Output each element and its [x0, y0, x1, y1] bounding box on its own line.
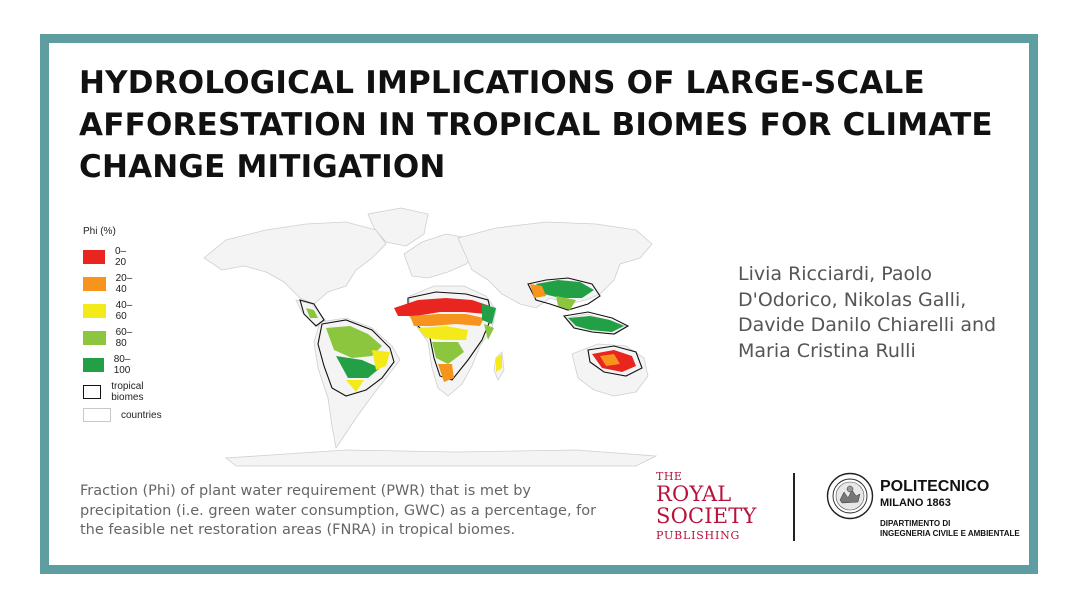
legend-label: 0–20 [115, 246, 127, 268]
legend-label: countries [121, 409, 162, 421]
author-list: Livia Ricciardi, Paolo D'Odorico, Nikola… [738, 262, 1008, 364]
caption-line: the feasible net restoration areas (FNRA… [80, 522, 516, 538]
legend-title: Phi (%) [83, 226, 116, 237]
author-line: Livia Ricciardi, Paolo [738, 263, 933, 285]
legend-label: 80–100 [113, 354, 131, 376]
legend-swatch [83, 304, 106, 318]
legend-item: tropical biomes [83, 381, 153, 403]
page-title: HYDROLOGICAL IMPLICATIONS OF LARGE-SCALE… [79, 65, 993, 185]
legend-item: 0–20 [83, 246, 132, 268]
country-outlines [203, 207, 658, 467]
polimi-name: POLITECNICO [880, 478, 990, 495]
legend-label: 40–60 [115, 300, 133, 322]
map-legend: Phi (%) 0–20 20–40 40–60 60–80 80–100 tr… [83, 226, 162, 422]
legend-item: 60–80 [83, 327, 138, 349]
author-line: D'Odorico, Nikolas Galli, [738, 288, 967, 311]
royal-society-the: THE [656, 470, 683, 483]
logo-divider [793, 473, 795, 541]
legend-label: 60–80 [115, 327, 133, 349]
legend-label: tropical biomes [111, 381, 144, 403]
legend-swatch [83, 331, 106, 345]
author-line: Davide Danilo Chiarelli and [738, 314, 997, 336]
caption-line: Fraction (Phi) of plant water requiremen… [80, 483, 532, 499]
royal-society-royal: ROYAL [656, 482, 732, 506]
royal-society-publishing: PUBLISHING [656, 529, 741, 542]
figure-caption: Fraction (Phi) of plant water requiremen… [80, 482, 600, 541]
caption-line: precipitation (i.e. green water consumpt… [80, 502, 597, 519]
polimi-department: INGEGNERIA CIVILE E AMBIENTALE [880, 529, 1020, 538]
legend-swatch [83, 358, 104, 372]
royal-society-society: SOCIETY [656, 504, 757, 528]
legend-item: 20–40 [83, 273, 138, 295]
world-map [203, 207, 658, 467]
legend-swatch [83, 250, 105, 264]
polimi-city: MILANO 1863 [880, 497, 951, 509]
legend-item: 80–100 [83, 354, 138, 376]
legend-swatch [83, 408, 111, 422]
author-line: Maria Cristina Rulli [738, 339, 916, 362]
legend-item: countries [83, 408, 162, 422]
polimi-seal-icon [826, 472, 874, 520]
legend-swatch [83, 385, 102, 399]
royal-society-logo: THE ROYAL SOCIETY PUBLISHING [656, 470, 757, 542]
polimi-department: DIPARTIMENTO DI [880, 519, 951, 528]
phi-data-overlay [306, 280, 636, 392]
legend-label: 20–40 [115, 273, 133, 295]
legend-swatch [83, 277, 106, 291]
legend-item: 40–60 [83, 300, 138, 322]
